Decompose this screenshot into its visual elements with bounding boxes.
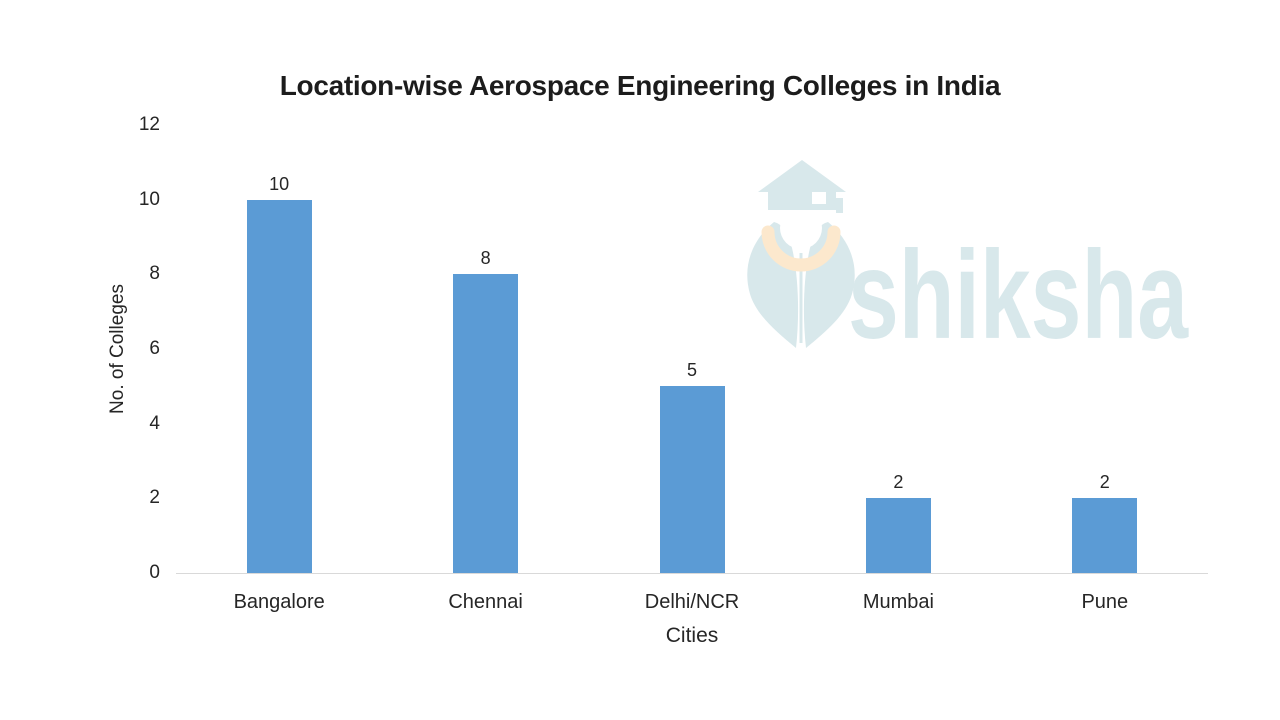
bar-chennai [453,274,519,573]
bar-pune [1072,498,1138,573]
x-category-label: Delhi/NCR [644,591,740,613]
x-category-label: Bangalore [233,591,325,613]
bar-value-label: 2 [1099,472,1110,493]
x-axis-title: Cities [665,624,719,647]
x-category-label: Pune [1081,591,1129,613]
x-category-label: Chennai [448,591,523,613]
y-tick-label: 10 [138,188,160,210]
bar-value-label: 5 [686,360,697,381]
y-tick-label: 2 [149,487,160,509]
y-tick-label: 8 [149,263,160,285]
bar-delhi-ncr [659,386,725,573]
bar-value-label: 10 [269,173,290,194]
bar-bangalore [246,199,312,573]
y-tick-label: 4 [149,412,160,434]
y-tick-label: 12 [138,114,160,135]
y-tick-label: 0 [149,562,160,583]
y-tick-label: 6 [149,338,160,359]
bar-mumbai [865,498,931,573]
bar-value-label: 8 [480,248,491,269]
chart-title: Location-wise Aerospace Engineering Coll… [279,70,1001,101]
bar-value-label: 2 [893,472,904,493]
x-category-label: Mumbai [862,591,934,613]
plot-area: 10 8 5 2 2 [176,125,1208,574]
